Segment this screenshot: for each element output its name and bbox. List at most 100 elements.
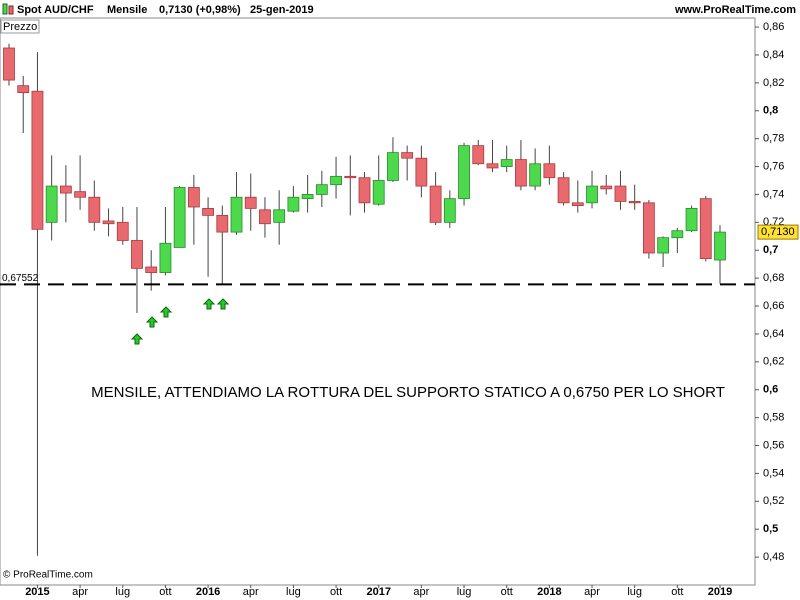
candle-body (31, 90, 44, 230)
date: 25-gen-2019 (250, 4, 314, 16)
last-price-box (757, 224, 799, 240)
y-tick-label: 0,6 (763, 384, 778, 396)
y-tick-label: 0,48 (763, 551, 784, 563)
up-arrow (145, 316, 159, 328)
candle-body (344, 175, 357, 179)
y-tick-label: 0,66 (763, 300, 784, 312)
y-tick-label: 0,82 (763, 77, 784, 89)
candle-body (102, 220, 115, 225)
candle-body (244, 196, 257, 209)
panel-label: Prezzo (3, 21, 37, 33)
x-tick-label: 2017 (366, 586, 390, 598)
icon-green (2, 3, 8, 15)
y-tick-label: 0,5 (763, 523, 778, 535)
y-tick-label: 0,52 (763, 495, 784, 507)
candle-body (159, 242, 172, 273)
y-tick-label: 0,62 (763, 356, 784, 368)
candle-body (643, 202, 655, 254)
candle-body (387, 152, 399, 181)
title: Spot AUD/CHF (17, 4, 94, 16)
candle-body (429, 185, 442, 223)
x-tick-label: 2016 (196, 586, 220, 598)
candle-body (671, 230, 684, 239)
candle-body (372, 180, 385, 205)
annotation: MENSILE, ATTENDIAMO LA ROTTURA DEL SUPPO… (91, 384, 725, 401)
candle-body (529, 163, 542, 187)
up-arrow (216, 298, 230, 310)
y-tick-label: 0,7 (763, 244, 778, 256)
x-tick-label: ott (671, 586, 683, 598)
candle-body (202, 207, 214, 216)
arrows (130, 298, 230, 345)
x-tick-label: lug (115, 586, 130, 598)
candle-body (557, 177, 570, 204)
candle-body (145, 266, 158, 273)
copyright: © ProRealTime.com (3, 570, 93, 581)
candle-body (3, 47, 15, 81)
candle-body (88, 196, 101, 223)
source: www.ProRealTime.com (674, 4, 796, 16)
x-tick-label: lug (627, 586, 642, 598)
candle-body (714, 231, 726, 261)
candle-body (586, 185, 598, 204)
y-tick-label: 0,84 (763, 49, 784, 61)
candle-body (401, 152, 414, 159)
x-tick-label: ott (159, 586, 171, 598)
candle-body (486, 163, 499, 169)
candle-body (571, 202, 584, 207)
support-label: 0,67552 (2, 273, 39, 284)
y-tick-label: 0,86 (763, 21, 784, 33)
candle-body (230, 196, 243, 233)
x-tick-label: 2019 (708, 586, 732, 598)
x-tick-label: apr (72, 586, 88, 598)
x-tick-label: apr (243, 586, 259, 598)
x-tick-label: ott (330, 586, 342, 598)
candle-body (458, 145, 470, 200)
candle-body (17, 85, 30, 94)
candle-body (287, 196, 300, 212)
candle-body (74, 191, 86, 198)
candle-body (657, 237, 670, 254)
x-tick-label: 2015 (25, 586, 49, 598)
y-tick-label: 0,76 (763, 160, 784, 172)
candle-body (415, 157, 428, 187)
up-arrow (202, 298, 216, 310)
candle-body (443, 198, 456, 223)
candle-body (187, 187, 200, 208)
y-tick-label: 0,74 (763, 188, 784, 200)
candle-body (699, 198, 712, 260)
y-tick-label: 0,68 (763, 272, 784, 284)
candle-body (59, 185, 72, 194)
candle-body (116, 221, 129, 241)
last-price-label: 0,7130 (761, 226, 795, 238)
x-tick-label: 2018 (537, 586, 561, 598)
plot-frame (0, 17, 756, 586)
up-arrow (130, 333, 144, 345)
y-tick-label: 0,56 (763, 439, 784, 451)
candle-body (273, 209, 286, 223)
candle-body (45, 185, 58, 223)
y-tick-label: 0,64 (763, 328, 784, 340)
candle-body (259, 209, 271, 225)
y-tick-label: 0,54 (763, 467, 784, 479)
candle-body (685, 207, 698, 232)
x-tick-label: ott (501, 586, 513, 598)
icon-red (8, 5, 14, 15)
last-change: 0,7130 (+0,98%) (159, 4, 241, 16)
candle-body (472, 145, 485, 165)
x-tick-label: apr (584, 586, 600, 598)
candle-body (515, 159, 527, 187)
candle-body (173, 187, 186, 248)
candle-body (330, 175, 342, 186)
candle-body (301, 194, 314, 200)
x-tick-label: lug (457, 586, 472, 598)
x-tick-label: apr (413, 586, 429, 598)
up-arrow (159, 306, 173, 318)
candle-body (628, 201, 641, 204)
y-tick-label: 0,58 (763, 412, 784, 424)
candle-body (131, 240, 143, 269)
candle-body (315, 184, 328, 195)
y-tick-label: 0,8 (763, 105, 778, 117)
